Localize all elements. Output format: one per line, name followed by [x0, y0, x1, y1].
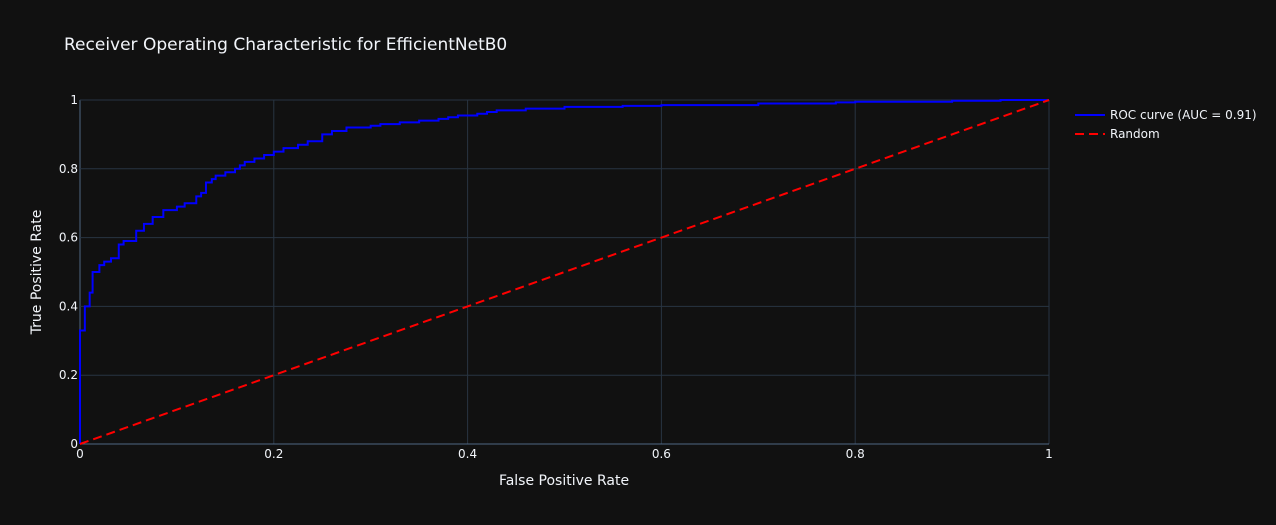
grid-lines	[79, 99, 1050, 445]
x-tick-label-3: 0.6	[652, 447, 671, 461]
series-line-random[interactable]	[79, 99, 1050, 445]
legend[interactable]: ROC curve (AUC = 0.91) Random	[1075, 108, 1257, 141]
x-tick-label-2: 0.4	[458, 447, 477, 461]
legend-label: Random	[1110, 127, 1160, 141]
y-tick-label-0: 0	[70, 437, 78, 451]
legend-label: ROC curve (AUC = 0.91)	[1110, 108, 1257, 122]
y-tick-label-4: 0.8	[59, 162, 78, 176]
y-tick-label-2: 0.4	[59, 299, 78, 313]
y-tick-label-1: 0.2	[59, 368, 78, 382]
series-line-roc[interactable]	[79, 99, 1049, 444]
tick-labels: 0 0.2 0.4 0.6 0.8 1 0 0.2 0.4 0.6 0.8 1	[59, 93, 1053, 461]
chart-title: Receiver Operating Characteristic for Ef…	[64, 35, 507, 55]
x-tick-label-5: 1	[1045, 447, 1053, 461]
legend-item-random[interactable]: Random	[1075, 127, 1160, 141]
y-tick-label-5: 1	[70, 93, 78, 107]
legend-item-roc[interactable]: ROC curve (AUC = 0.91)	[1075, 108, 1257, 122]
x-axis-title: False Positive Rate	[499, 473, 629, 489]
y-axis-title: True Positive Rate	[29, 210, 45, 336]
x-tick-label-0: 0	[76, 447, 84, 461]
y-tick-label-3: 0.6	[59, 231, 78, 245]
plot-area	[79, 99, 1050, 445]
x-tick-label-4: 0.8	[846, 447, 865, 461]
x-tick-label-1: 0.2	[264, 447, 283, 461]
